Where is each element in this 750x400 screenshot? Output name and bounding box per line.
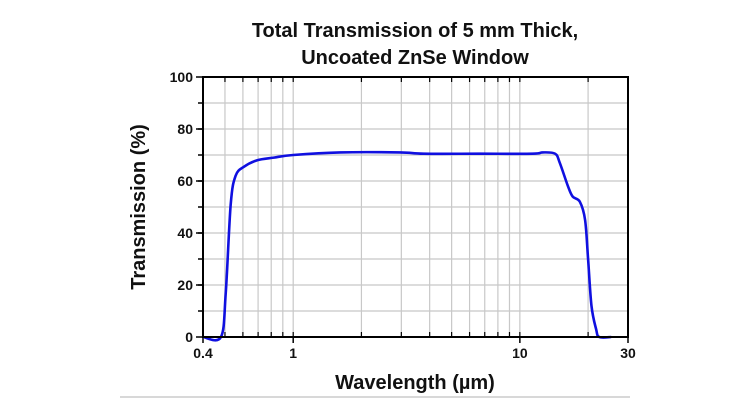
- y-tick-label: 80: [177, 121, 193, 137]
- y-tick-label: 20: [177, 277, 193, 293]
- y-axis-label: Transmission (%): [128, 124, 150, 290]
- y-tick-label: 100: [170, 69, 194, 85]
- chart-title-line-1: Total Transmission of 5 mm Thick,: [252, 20, 578, 42]
- grid: [203, 77, 628, 337]
- x-tick-label: 30: [620, 345, 636, 361]
- chart-title-line-2: Uncoated ZnSe Window: [301, 47, 529, 69]
- y-tick-label: 0: [185, 329, 193, 345]
- y-tick-label: 60: [177, 173, 193, 189]
- x-axis-label: Wavelength (µm): [335, 372, 495, 394]
- axis-ticks: 0.4 1 10 30 0 20 40 60 80 100: [170, 69, 636, 361]
- y-tick-label: 40: [177, 225, 193, 241]
- plot-frame: [202, 76, 629, 338]
- x-tick-label: 0.4: [193, 345, 213, 361]
- x-tick-label: 10: [512, 345, 528, 361]
- x-tick-label: 1: [289, 345, 297, 361]
- transmission-line: [202, 150, 612, 342]
